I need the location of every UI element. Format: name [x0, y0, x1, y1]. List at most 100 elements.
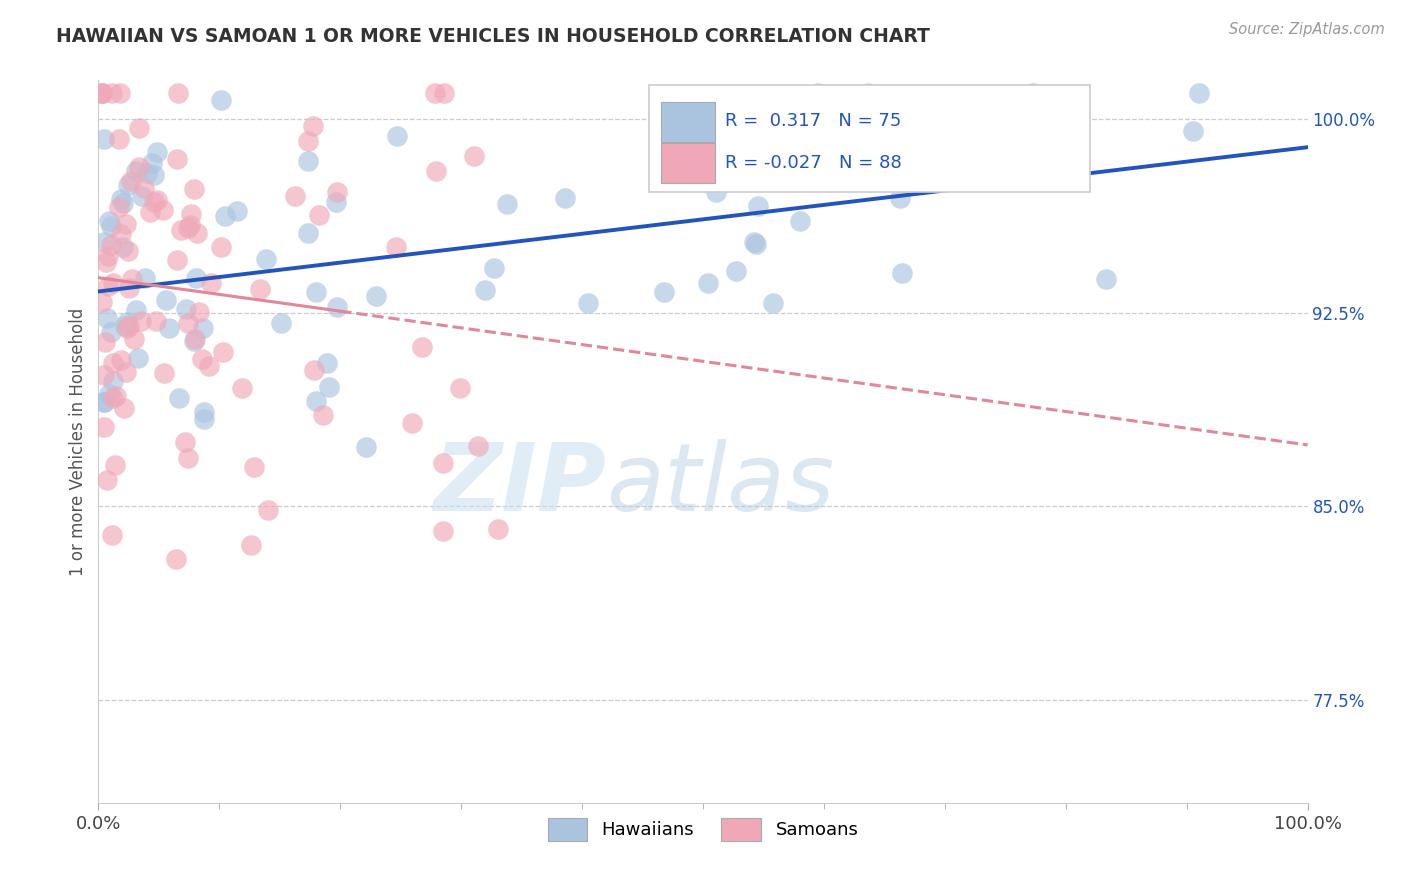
Point: [209, 93, 232, 107]
Point: [243, 459, 266, 474]
Point: [108, 200, 131, 214]
FancyBboxPatch shape: [661, 102, 716, 142]
Point: [486, 522, 509, 536]
Point: [166, 152, 188, 166]
Point: [91, 86, 114, 100]
Point: [139, 204, 162, 219]
Point: [135, 166, 157, 180]
Point: [101, 528, 124, 542]
Text: HAWAIIAN VS SAMOAN 1 OR MORE VEHICLES IN HOUSEHOLD CORRELATION CHART: HAWAIIAN VS SAMOAN 1 OR MORE VEHICLES IN…: [56, 27, 931, 45]
Point: [423, 86, 446, 100]
Point: [226, 204, 249, 219]
Point: [302, 119, 325, 133]
Point: [364, 289, 387, 303]
Point: [425, 163, 447, 178]
Point: [110, 227, 132, 241]
Point: [176, 302, 198, 317]
Point: [97, 249, 120, 263]
Point: [115, 365, 138, 379]
Point: [125, 164, 148, 178]
Point: [170, 222, 193, 236]
Point: [186, 271, 208, 285]
Point: [305, 285, 328, 299]
Point: [284, 189, 307, 203]
Point: [121, 272, 143, 286]
Point: [385, 129, 408, 144]
Point: [214, 210, 236, 224]
Point: [1188, 86, 1211, 100]
Point: [704, 186, 727, 200]
Point: [120, 174, 142, 188]
Point: [696, 277, 718, 291]
Point: [775, 172, 797, 186]
Point: [177, 220, 200, 235]
Point: [166, 252, 188, 267]
Point: [212, 345, 235, 359]
Point: [128, 121, 150, 136]
Point: [112, 401, 135, 415]
Point: [166, 552, 188, 566]
Point: [385, 240, 408, 254]
Point: [105, 389, 128, 403]
Point: [100, 238, 122, 252]
Point: [100, 86, 122, 100]
Point: [432, 456, 454, 470]
Point: [789, 214, 811, 228]
Point: [652, 285, 675, 299]
Point: [97, 278, 120, 293]
Point: [93, 395, 115, 409]
Point: [114, 217, 136, 231]
Point: [114, 318, 136, 333]
Point: [117, 244, 139, 258]
Point: [155, 293, 177, 307]
Point: [231, 381, 253, 395]
Point: [806, 86, 828, 100]
Point: [432, 524, 454, 539]
Point: [176, 316, 198, 330]
Point: [177, 451, 200, 466]
Point: [889, 191, 911, 205]
Point: [209, 239, 232, 253]
Point: [180, 207, 202, 221]
Point: [110, 86, 132, 100]
Point: [193, 411, 215, 425]
Point: [142, 168, 165, 182]
Point: [159, 321, 181, 335]
Point: [302, 363, 325, 377]
Point: [142, 194, 165, 209]
Point: [115, 315, 138, 329]
Point: [110, 192, 132, 206]
Point: [134, 271, 156, 285]
Point: [325, 195, 347, 210]
Point: [91, 295, 114, 310]
Point: [94, 255, 117, 269]
Point: [922, 104, 945, 119]
Point: [111, 240, 134, 254]
Point: [724, 264, 747, 278]
Point: [101, 374, 124, 388]
Point: [153, 366, 176, 380]
Point: [463, 149, 485, 163]
Point: [256, 503, 278, 517]
Point: [108, 132, 131, 146]
Point: [93, 368, 115, 383]
Point: [100, 325, 122, 339]
Point: [96, 473, 118, 487]
Point: [474, 283, 496, 297]
Point: [98, 386, 121, 401]
Point: [100, 219, 122, 233]
Point: [433, 86, 456, 100]
Point: [200, 276, 222, 290]
Point: [467, 439, 489, 453]
Point: [101, 356, 124, 370]
Point: [326, 300, 349, 314]
Point: [193, 405, 215, 419]
Point: [297, 134, 319, 148]
Point: [94, 334, 117, 349]
Point: [891, 266, 914, 280]
Point: [356, 440, 378, 454]
Point: [145, 314, 167, 328]
Point: [928, 159, 950, 173]
Point: [97, 214, 120, 228]
Point: [747, 199, 769, 213]
